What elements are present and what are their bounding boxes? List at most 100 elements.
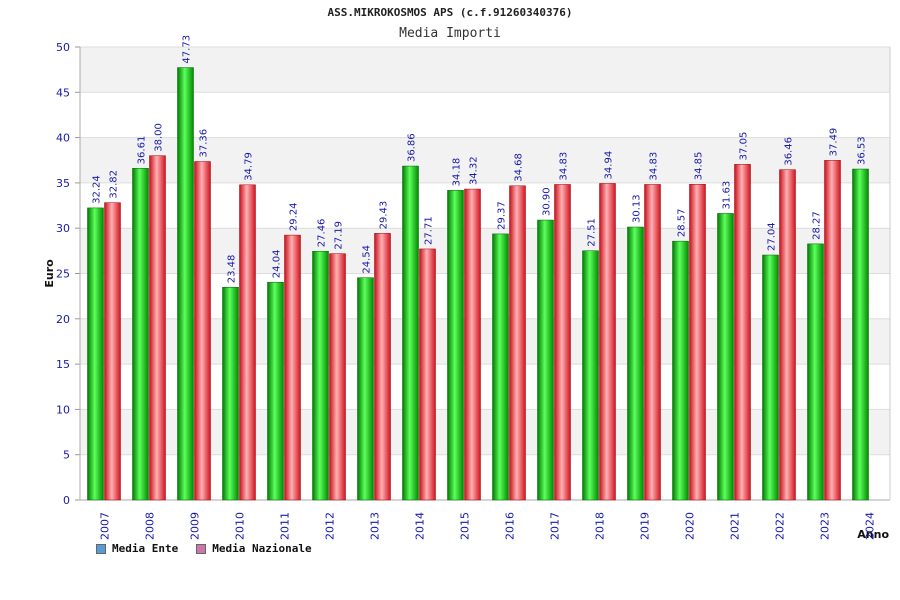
bar-media-ente <box>672 240 689 501</box>
bar-media-nazionale <box>779 169 796 501</box>
bar-media-ente <box>492 233 509 501</box>
data-label: 29.43 <box>379 201 390 230</box>
data-label: 30.13 <box>632 194 643 223</box>
x-tick-label: 2022 <box>774 512 787 540</box>
x-tick-label: 2011 <box>279 512 292 540</box>
bar-media-ente <box>447 190 464 501</box>
bar-media-nazionale <box>644 184 661 501</box>
bar-media-ente <box>627 226 644 501</box>
bar-media-ente <box>402 165 419 501</box>
data-label: 31.63 <box>722 181 733 210</box>
x-tick-label: 2017 <box>549 512 562 540</box>
bar-media-ente <box>357 277 374 501</box>
y-tick-label: 20 <box>56 313 70 326</box>
data-label: 27.04 <box>767 222 778 251</box>
data-label: 37.49 <box>829 128 840 157</box>
legend-label-media-nazionale: Media Nazionale <box>212 542 312 555</box>
chart-title: ASS.MIKROKOSMOS APS (c.f.91260340376) <box>327 6 573 19</box>
legend-item-media-ente: Media Ente <box>96 542 178 555</box>
legend-swatch-media-ente <box>96 543 106 554</box>
data-label: 38.00 <box>154 123 165 152</box>
data-label: 36.86 <box>407 133 418 162</box>
x-tick-label: 2015 <box>459 512 472 540</box>
bar-media-nazionale <box>149 155 166 501</box>
bar-media-ente <box>267 281 284 501</box>
grid-band <box>80 364 890 410</box>
data-label: 34.68 <box>514 153 525 182</box>
bar-media-nazionale <box>239 184 256 501</box>
data-label: 36.53 <box>857 136 868 165</box>
data-label: 37.05 <box>739 132 750 161</box>
bar-media-nazionale <box>509 185 526 501</box>
bar-media-ente <box>222 287 239 501</box>
bar-media-ente <box>132 168 149 501</box>
data-label: 28.57 <box>677 209 688 238</box>
bar-media-nazionale <box>734 164 751 501</box>
data-label: 34.83 <box>559 152 570 181</box>
bar-media-ente <box>87 207 104 501</box>
data-label: 34.83 <box>649 152 660 181</box>
x-tick-label: 2018 <box>594 512 607 540</box>
y-tick-label: 30 <box>56 222 70 235</box>
data-label: 29.37 <box>497 201 508 230</box>
bar-media-ente <box>582 250 599 501</box>
data-label: 30.90 <box>542 187 553 216</box>
data-label: 34.94 <box>604 151 615 180</box>
bar-media-ente <box>312 250 329 501</box>
x-tick-label: 2010 <box>234 512 247 540</box>
grid-band <box>80 137 890 183</box>
bar-media-nazionale <box>284 234 301 501</box>
data-label: 24.54 <box>362 245 373 274</box>
bar-media-nazionale <box>329 253 346 501</box>
x-tick-label: 2016 <box>504 512 517 540</box>
x-tick-label: 2009 <box>189 512 202 540</box>
y-tick-label: 50 <box>56 41 70 54</box>
grid-band <box>80 409 890 455</box>
legend-item-media-nazionale: Media Nazionale <box>196 542 312 555</box>
y-tick-label: 45 <box>56 86 70 99</box>
data-label: 36.46 <box>784 137 795 166</box>
bar-media-ente <box>717 213 734 501</box>
x-tick-label: 2021 <box>729 512 742 540</box>
bar-media-nazionale <box>824 160 841 501</box>
x-tick-label: 2023 <box>819 512 832 540</box>
x-tick-label: 2012 <box>324 512 337 540</box>
data-label: 27.51 <box>587 218 598 247</box>
bar-media-ente <box>807 243 824 501</box>
bar-media-nazionale <box>194 161 211 501</box>
grid-band <box>80 454 890 500</box>
data-label: 34.85 <box>694 152 705 181</box>
data-label: 36.61 <box>137 136 148 165</box>
bar-media-nazionale <box>419 248 436 501</box>
data-label: 27.46 <box>317 219 328 248</box>
bar-media-nazionale <box>374 233 391 501</box>
bar-media-ente <box>177 67 194 501</box>
y-tick-label: 40 <box>56 132 70 145</box>
bar-media-nazionale <box>599 183 616 501</box>
data-label: 23.48 <box>227 255 238 284</box>
bar-media-ente <box>762 254 779 501</box>
grid-band <box>80 273 890 319</box>
bar-media-ente <box>537 219 554 501</box>
grid-band <box>80 318 890 365</box>
grid-band <box>80 47 890 93</box>
data-label: 34.79 <box>244 152 255 181</box>
x-tick-label: 2013 <box>369 512 382 540</box>
grid-band <box>80 182 890 229</box>
grid-band <box>80 92 890 138</box>
x-tick-label: 2007 <box>99 512 112 540</box>
y-tick-label: 15 <box>56 358 70 371</box>
bar-media-nazionale <box>104 202 121 501</box>
data-label: 27.19 <box>334 221 345 250</box>
y-tick-label: 5 <box>63 449 70 462</box>
bar-media-nazionale <box>464 188 481 501</box>
data-label: 34.18 <box>452 158 463 187</box>
bar-media-ente <box>852 168 869 501</box>
legend-label-media-ente: Media Ente <box>112 542 179 555</box>
y-tick-label: 35 <box>56 177 70 190</box>
data-label: 32.82 <box>109 170 120 199</box>
data-label: 37.36 <box>199 129 210 158</box>
bar-media-nazionale <box>554 184 571 501</box>
